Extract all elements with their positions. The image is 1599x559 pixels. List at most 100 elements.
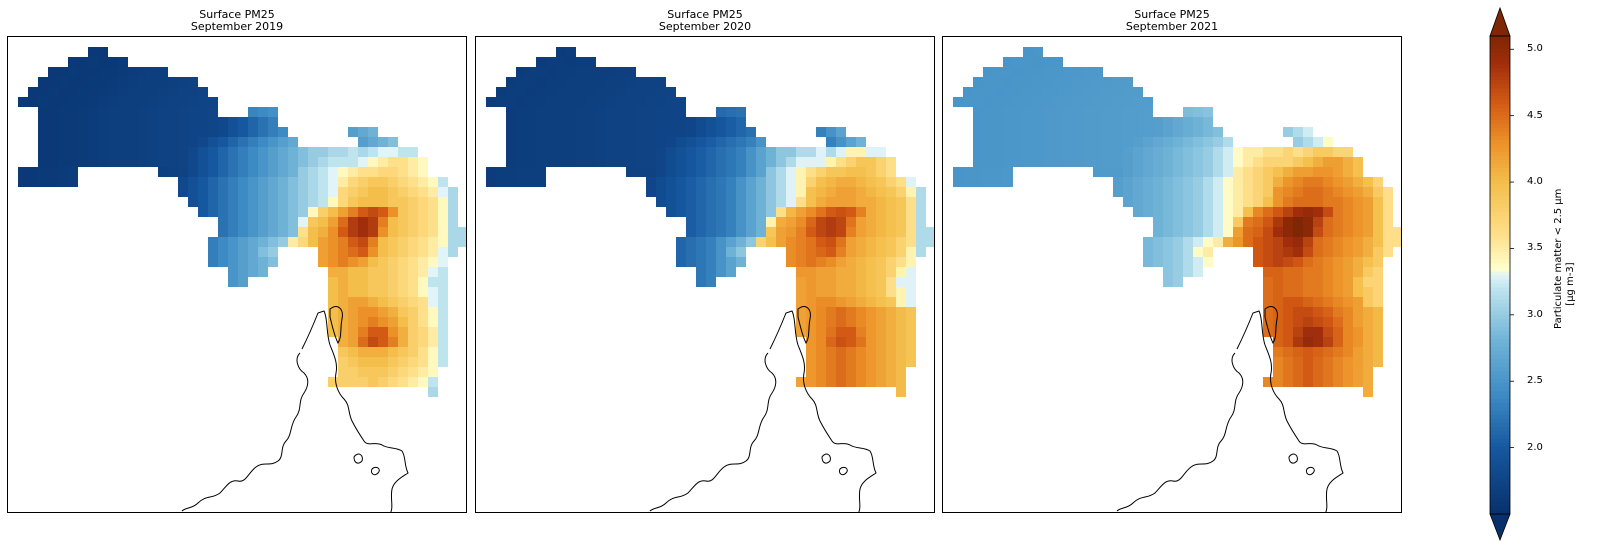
heatmap-cell <box>576 157 586 167</box>
heatmap-cell <box>1323 197 1333 207</box>
heatmap-cell <box>218 147 228 157</box>
colorbar-tick-label: 5.0 <box>1527 43 1543 55</box>
colorbar-segment <box>1490 215 1510 220</box>
heatmap-cell <box>428 267 438 277</box>
heatmap-cell <box>388 267 398 277</box>
heatmap-cell <box>1163 167 1173 177</box>
heatmap-cell <box>856 297 866 307</box>
heatmap-cell <box>566 107 576 117</box>
heatmap-cell <box>506 77 516 87</box>
heatmap-cell <box>983 157 993 167</box>
heatmap-cell <box>556 137 566 147</box>
heatmap-cell <box>836 157 846 167</box>
heatmap-cell <box>1103 87 1113 97</box>
heatmap-cell <box>866 187 876 197</box>
heatmap-cell <box>983 167 993 177</box>
heatmap-cell <box>1023 137 1033 147</box>
heatmap-cell <box>288 167 298 177</box>
heatmap-cell <box>1323 377 1333 387</box>
heatmap-cell <box>826 377 836 387</box>
heatmap-cell <box>188 107 198 117</box>
heatmap-cell <box>1253 227 1263 237</box>
heatmap-cell <box>1333 337 1343 347</box>
heatmap-cell <box>906 217 916 227</box>
heatmap-cell <box>526 117 536 127</box>
heatmap-cell <box>826 167 836 177</box>
heatmap-cell <box>118 107 128 117</box>
heatmap-cell <box>536 147 546 157</box>
heatmap-cell <box>1313 257 1323 267</box>
heatmap-cell <box>258 137 268 147</box>
heatmap-cell <box>178 107 188 117</box>
heatmap-cell <box>428 317 438 327</box>
heatmap-cell <box>1353 297 1363 307</box>
heatmap-cell <box>796 277 806 287</box>
heatmap-cell <box>856 207 866 217</box>
heatmap-cell <box>1263 167 1273 177</box>
heatmap-cell <box>118 77 128 87</box>
colorbar-segment <box>1490 330 1510 336</box>
heatmap-cell <box>1163 277 1173 287</box>
heatmap-cell <box>806 217 816 227</box>
heatmap-cell <box>1373 277 1383 287</box>
heatmap-cell <box>58 177 68 187</box>
heatmap-cell <box>973 177 983 187</box>
heatmap-cell <box>866 277 876 287</box>
heatmap-cell <box>1343 257 1353 267</box>
heatmap-cell <box>816 367 826 377</box>
heatmap-cell <box>378 157 388 167</box>
heatmap-cell <box>1093 67 1103 77</box>
heatmap-cell <box>796 307 806 317</box>
heatmap-cell <box>1223 217 1233 227</box>
heatmap-cell <box>1353 227 1363 237</box>
heatmap-cell <box>656 127 666 137</box>
heatmap-cell <box>916 197 926 207</box>
colorbar-segment <box>1490 466 1510 471</box>
heatmap-cell <box>1123 107 1133 117</box>
heatmap-cell <box>836 267 846 277</box>
heatmap-cell <box>973 167 983 177</box>
heatmap-cell <box>1173 137 1183 147</box>
heatmap-cell <box>876 267 886 277</box>
heatmap-cell <box>1033 97 1043 107</box>
heatmap-cell <box>1273 317 1283 327</box>
heatmap-cell <box>953 177 963 187</box>
heatmap-cell <box>726 227 736 237</box>
heatmap-cell <box>1373 187 1383 197</box>
heatmap-cell <box>1323 187 1333 197</box>
heatmap-cell <box>1263 247 1273 257</box>
heatmap-cell <box>128 87 138 97</box>
heatmap-cell <box>378 367 388 377</box>
heatmap-cell <box>826 337 836 347</box>
heatmap-cell <box>1283 247 1293 257</box>
heatmap-cell <box>1343 327 1353 337</box>
heatmap-cell <box>1313 177 1323 187</box>
heatmap-cell <box>408 337 418 347</box>
heatmap-cell <box>616 127 626 137</box>
heatmap-cell <box>786 217 796 227</box>
heatmap-cell <box>993 107 1003 117</box>
heatmap-cell <box>856 307 866 317</box>
heatmap-cell <box>278 147 288 157</box>
heatmap-cell <box>1323 167 1333 177</box>
heatmap-cell <box>88 97 98 107</box>
heatmap-cell <box>596 137 606 147</box>
heatmap-cell <box>358 367 368 377</box>
heatmap-cell <box>576 127 586 137</box>
heatmap-cell <box>506 117 516 127</box>
heatmap-cell <box>496 167 506 177</box>
heatmap-cell <box>1133 147 1143 157</box>
heatmap-cell <box>566 117 576 127</box>
heatmap-cell <box>108 57 118 67</box>
heatmap-cell <box>816 167 826 177</box>
heatmap-cell <box>138 107 148 117</box>
heatmap-cell <box>896 247 906 257</box>
heatmap-cell <box>826 137 836 147</box>
heatmap-cell <box>846 167 856 177</box>
heatmap-cell <box>438 347 448 357</box>
heatmap-cell <box>686 217 696 227</box>
heatmap-cell <box>1193 207 1203 217</box>
heatmap-cell <box>388 257 398 267</box>
heatmap-cell <box>856 137 866 147</box>
heatmap-cell <box>448 197 458 207</box>
